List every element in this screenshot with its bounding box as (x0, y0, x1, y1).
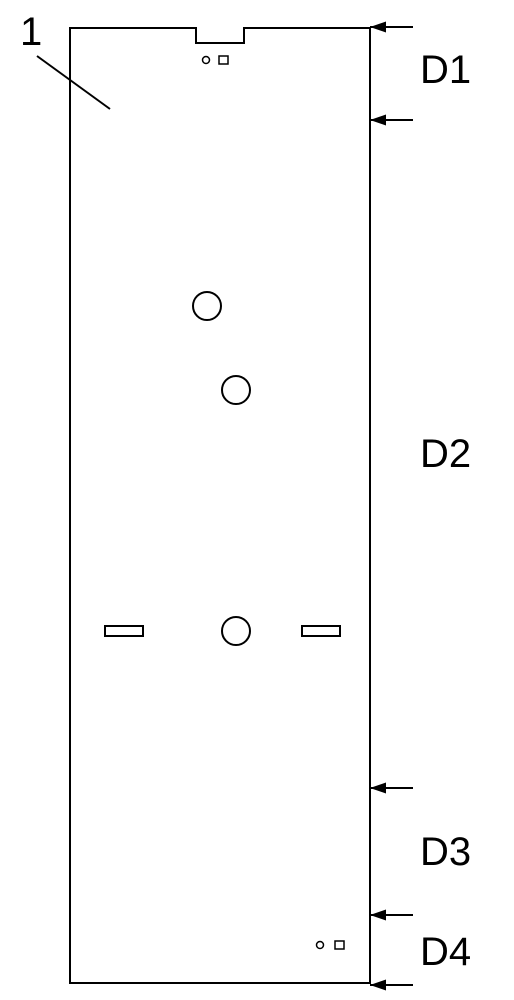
dimension-arrowhead (370, 910, 386, 921)
callout-line (37, 56, 110, 109)
dimension-arrowhead (370, 980, 386, 991)
dimension-label-d1: D1 (420, 48, 471, 92)
dimension-label-d2: D2 (420, 432, 471, 476)
dimension-arrowhead (370, 115, 386, 126)
bottom-small-holes (317, 941, 345, 949)
main-holes (193, 292, 250, 645)
callout-1: 1 (20, 10, 110, 109)
dimension-label-d3: D3 (420, 830, 471, 874)
dimension-markers: D1 D2 D3 D4 (370, 22, 471, 991)
dimension-arrowhead (370, 22, 386, 33)
top-small-holes (203, 56, 229, 64)
dimension-arrowhead (370, 783, 386, 794)
dimension-label-d4: D4 (420, 930, 471, 974)
callout-number: 1 (20, 10, 42, 54)
panel-outline (70, 28, 370, 983)
